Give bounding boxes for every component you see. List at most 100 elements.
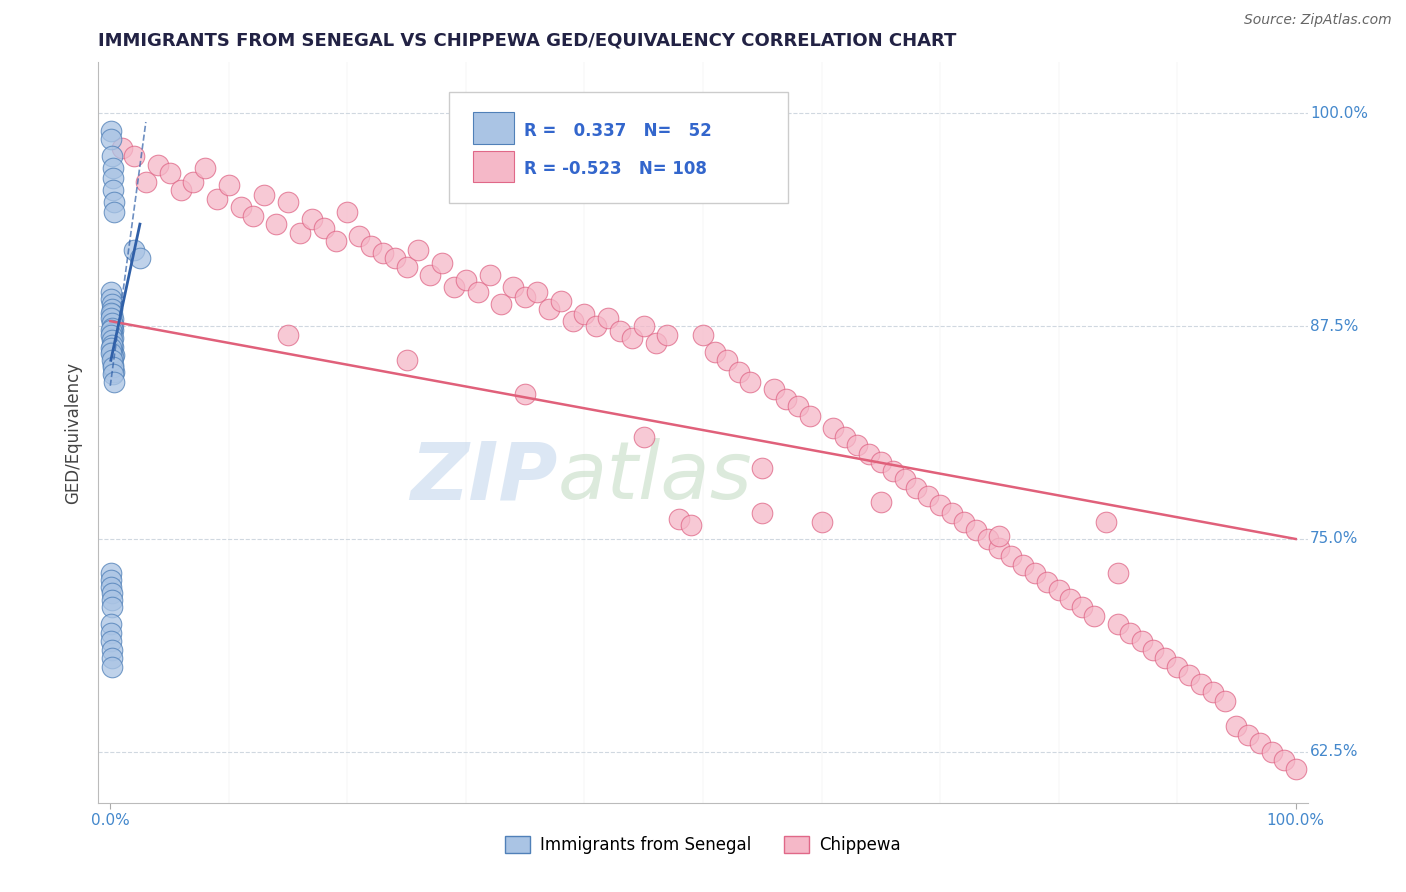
Point <box>101 659 124 673</box>
Point <box>941 507 963 521</box>
Point <box>823 421 845 435</box>
Point <box>443 280 465 294</box>
Point <box>1119 625 1142 640</box>
Text: 62.5%: 62.5% <box>1310 744 1358 759</box>
Point <box>205 192 228 206</box>
Point <box>882 464 904 478</box>
Point <box>1036 574 1059 589</box>
Point <box>775 392 797 407</box>
Point <box>100 580 122 594</box>
Point <box>312 220 335 235</box>
Point <box>988 528 1011 542</box>
Text: 100.0%: 100.0% <box>1310 106 1368 121</box>
Point <box>101 321 124 335</box>
Text: R =   0.337   N=   52: R = 0.337 N= 52 <box>524 121 711 139</box>
Point <box>1095 515 1118 529</box>
Point <box>1047 582 1070 597</box>
Point <box>1142 642 1164 657</box>
Point <box>100 292 122 306</box>
Point <box>1012 558 1035 572</box>
Point <box>336 205 359 219</box>
Point <box>101 360 124 375</box>
Legend: Immigrants from Senegal, Chippewa: Immigrants from Senegal, Chippewa <box>498 830 908 861</box>
Point <box>100 285 122 300</box>
Point <box>810 515 832 529</box>
Point <box>170 183 193 197</box>
Point <box>467 285 489 300</box>
Point <box>1249 736 1271 750</box>
Point <box>740 376 762 390</box>
Point <box>633 430 655 444</box>
Point <box>727 365 749 379</box>
Point <box>384 251 406 265</box>
Point <box>905 481 928 495</box>
Point <box>111 140 134 154</box>
Point <box>786 399 808 413</box>
Point <box>1083 608 1105 623</box>
Point <box>103 340 125 354</box>
Point <box>515 290 537 304</box>
Point <box>1107 617 1129 632</box>
Point <box>1237 728 1260 742</box>
Point <box>100 566 122 580</box>
Point <box>869 455 891 469</box>
Point <box>620 331 643 345</box>
Text: Source: ZipAtlas.com: Source: ZipAtlas.com <box>1244 13 1392 28</box>
Point <box>846 438 869 452</box>
Point <box>229 200 252 214</box>
Point <box>917 490 939 504</box>
Point <box>1166 659 1188 673</box>
Point <box>1285 762 1308 776</box>
Point <box>288 226 311 240</box>
Point <box>100 132 122 146</box>
Point <box>100 316 122 330</box>
Point <box>103 348 125 362</box>
Point <box>360 239 382 253</box>
Point <box>159 166 181 180</box>
Point <box>253 188 276 202</box>
Point <box>100 634 122 648</box>
Point <box>101 600 124 615</box>
Point <box>1261 745 1284 759</box>
Y-axis label: GED/Equivalency: GED/Equivalency <box>63 361 82 504</box>
Point <box>799 409 821 424</box>
Point <box>893 472 915 486</box>
Point <box>1130 634 1153 648</box>
Point <box>101 318 124 332</box>
Point <box>1154 651 1177 665</box>
Point <box>1272 753 1295 767</box>
Point <box>1213 694 1236 708</box>
Point <box>103 183 125 197</box>
Point <box>1024 566 1046 580</box>
Point <box>100 342 122 356</box>
Point <box>1225 719 1247 733</box>
Point <box>834 430 856 444</box>
Point <box>277 194 299 209</box>
Point <box>101 307 124 321</box>
Text: 75.0%: 75.0% <box>1310 532 1358 547</box>
Point <box>103 365 125 379</box>
Point <box>502 280 524 294</box>
Point <box>103 376 125 390</box>
FancyBboxPatch shape <box>474 112 515 144</box>
Point <box>101 338 124 352</box>
Point <box>218 178 240 192</box>
Point <box>419 268 441 283</box>
Point <box>100 586 122 600</box>
Point <box>858 447 880 461</box>
Point <box>454 273 477 287</box>
Point <box>122 149 145 163</box>
Point <box>146 157 169 171</box>
Point <box>122 243 145 257</box>
Point <box>101 344 124 359</box>
Point <box>277 327 299 342</box>
Point <box>703 344 725 359</box>
Text: 87.5%: 87.5% <box>1310 318 1358 334</box>
Point <box>242 209 264 223</box>
Point <box>644 336 666 351</box>
Point <box>491 297 513 311</box>
Point <box>929 498 952 512</box>
Point <box>135 175 157 189</box>
Point <box>1071 600 1094 615</box>
Point <box>100 310 122 325</box>
